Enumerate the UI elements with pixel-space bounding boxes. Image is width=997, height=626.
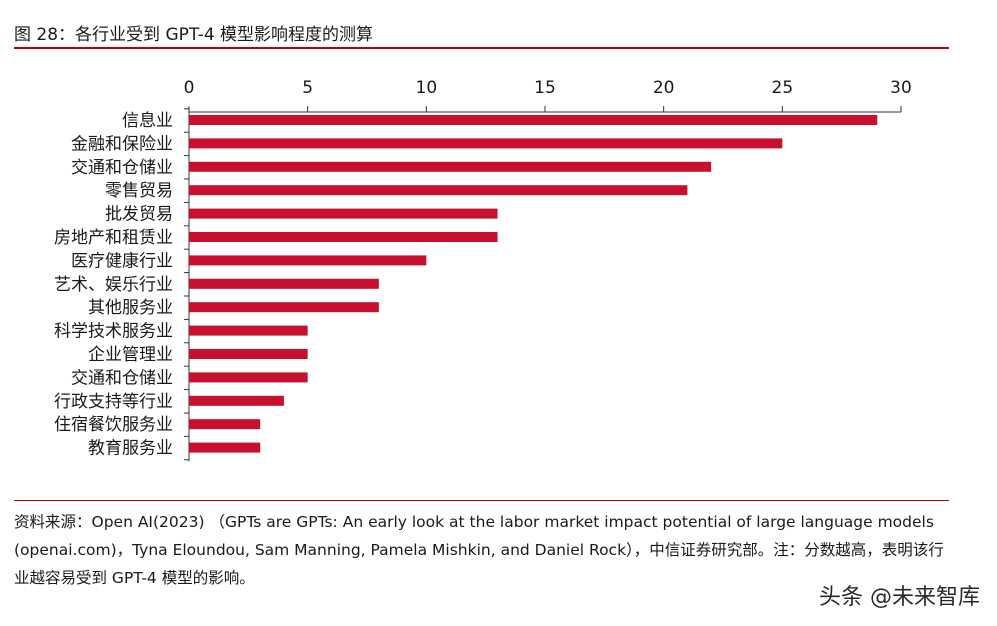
category-label: 房地产和租赁业 xyxy=(54,228,173,248)
bar xyxy=(189,185,688,196)
category-label: 交通和仓储业 xyxy=(71,158,173,178)
x-tick-label: 25 xyxy=(772,78,794,98)
category-label: 企业管理业 xyxy=(88,345,173,365)
x-tick-label: 5 xyxy=(302,78,313,98)
category-label: 金融和保险业 xyxy=(71,134,173,154)
category-label: 医疗健康行业 xyxy=(71,251,173,271)
x-tick-label: 10 xyxy=(416,78,438,98)
bar xyxy=(189,419,261,430)
bar xyxy=(189,278,379,289)
bar xyxy=(189,372,308,383)
category-label: 批发贸易 xyxy=(105,205,173,225)
watermark: 头条 @未来智库 xyxy=(819,585,980,610)
title-divider xyxy=(14,47,949,49)
category-label: 其他服务业 xyxy=(88,298,173,318)
bar xyxy=(189,255,427,266)
bar xyxy=(189,161,712,172)
category-label: 住宿餐饮服务业 xyxy=(54,415,173,435)
x-tick-label: 20 xyxy=(653,78,675,98)
category-label: 零售贸易 xyxy=(105,181,173,201)
category-label: 科学技术服务业 xyxy=(54,322,173,342)
x-tick-label: 0 xyxy=(184,78,195,98)
bar xyxy=(189,302,379,313)
category-label: 艺术、娱乐行业 xyxy=(54,275,173,295)
bar xyxy=(189,115,878,125)
bar xyxy=(189,325,308,336)
bar-chart: 0 5 10 15 20 25 30信息业金融和保险业交通和仓储业零售贸易批发贸易房地产和租… xyxy=(54,78,912,462)
category-label: 行政支持等行业 xyxy=(54,392,173,412)
bar xyxy=(189,442,261,453)
category-label: 交通和仓储业 xyxy=(71,368,173,388)
source-divider xyxy=(14,500,949,501)
bar xyxy=(189,349,308,359)
source-note: 资料来源：Open AI(2023) （GPTs are GPTs: An ea… xyxy=(14,513,944,587)
bar xyxy=(189,208,498,219)
bar xyxy=(189,395,284,406)
x-tick-label: 15 xyxy=(534,78,556,98)
bar xyxy=(189,138,783,149)
category-label: 教育服务业 xyxy=(88,439,173,459)
x-tick-label: 30 xyxy=(890,78,912,98)
figure-title: 图 28：各行业受到 GPT-4 模型影响程度的测算 xyxy=(14,25,374,45)
bar xyxy=(189,232,498,242)
category-label: 信息业 xyxy=(122,111,173,131)
